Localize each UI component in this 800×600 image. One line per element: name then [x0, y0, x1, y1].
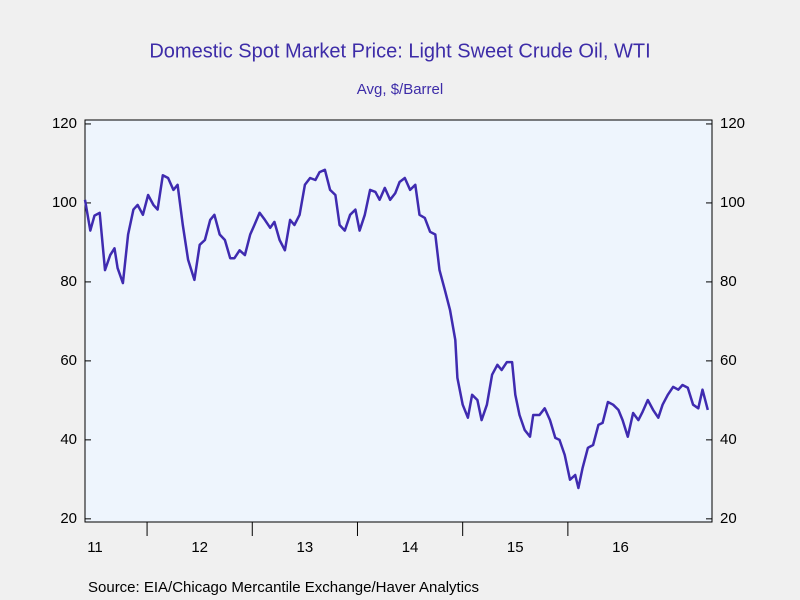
x-tick-label: 16 [612, 539, 629, 556]
y-tick-label: 20 [60, 510, 77, 527]
y-tick-label: 80 [60, 273, 77, 290]
x-tick-label: 11 [87, 539, 103, 556]
chart-subtitle: Avg, $/Barrel [357, 81, 443, 98]
y2-tick-label: 100 [720, 194, 745, 211]
y-tick-label: 100 [52, 194, 77, 211]
x-tick-label: 12 [191, 539, 208, 556]
y2-tick-label: 20 [720, 510, 737, 527]
chart-title: Domestic Spot Market Price: Light Sweet … [149, 40, 650, 62]
y2-tick-label: 60 [720, 352, 737, 369]
y2-tick-label: 120 [720, 115, 745, 132]
y2-tick-label: 80 [720, 273, 737, 290]
plot-area [84, 119, 713, 523]
source-note: Source: EIA/Chicago Mercantile Exchange/… [88, 579, 479, 596]
y-tick-label: 60 [60, 352, 77, 369]
y-tick-label: 40 [60, 431, 77, 448]
y-tick-label: 120 [52, 115, 77, 132]
y2-tick-label: 40 [720, 431, 737, 448]
x-tick-label: 15 [507, 539, 524, 556]
x-tick-label: 14 [402, 539, 419, 556]
data-line [83, 168, 710, 490]
x-tick-label: 13 [297, 539, 314, 556]
